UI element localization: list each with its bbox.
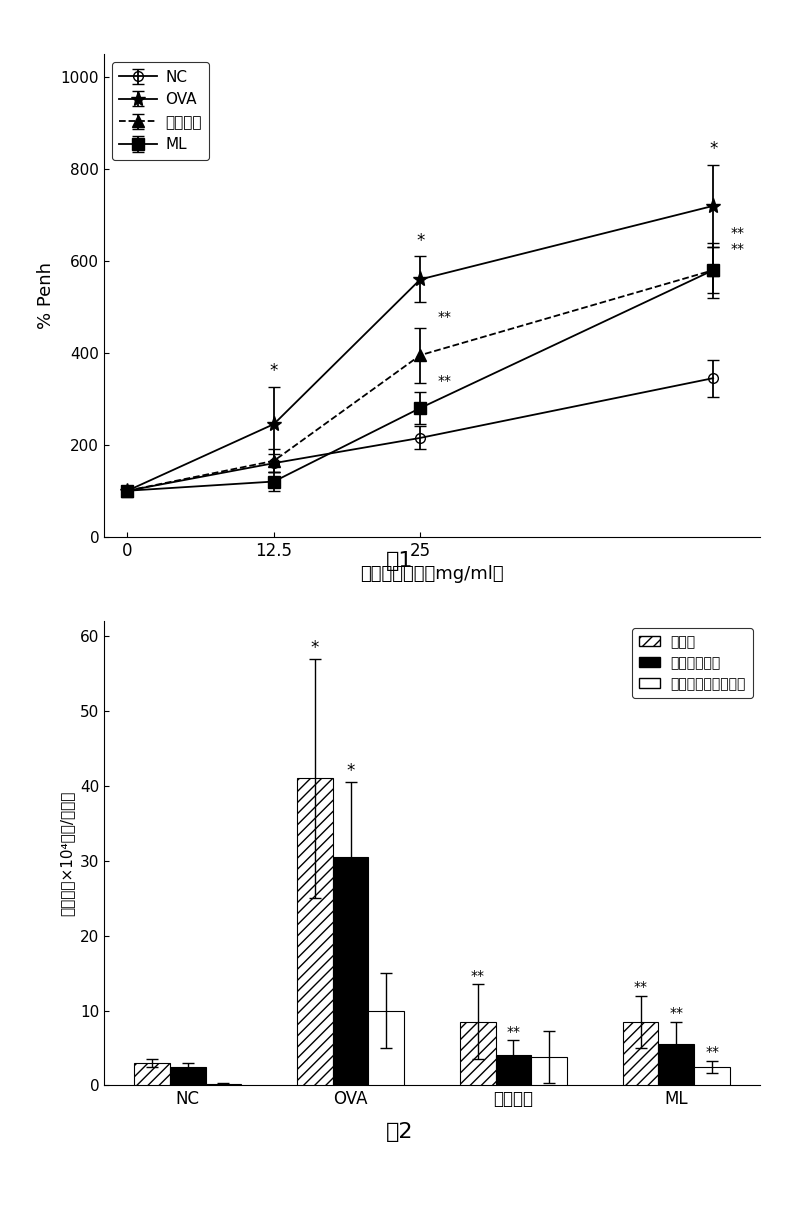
Bar — [460, 1021, 495, 1085]
Text: **: ** — [670, 1006, 683, 1020]
Bar — [694, 1066, 730, 1085]
Bar — [333, 857, 369, 1085]
Bar — [134, 1062, 170, 1085]
Bar — [531, 1056, 567, 1085]
Text: **: ** — [706, 1046, 719, 1059]
Text: *: * — [346, 762, 354, 780]
Text: *: * — [416, 232, 425, 250]
Bar — [170, 1066, 206, 1085]
Text: **: ** — [730, 227, 745, 240]
Text: *: * — [310, 638, 319, 656]
Text: **: ** — [506, 1025, 521, 1040]
Legend: NC, OVA, 毛蕊花甙, ML: NC, OVA, 毛蕊花甙, ML — [112, 62, 210, 160]
Text: *: * — [709, 140, 718, 158]
X-axis label: 乙酰甲基胆碱（mg/ml）: 乙酰甲基胆碱（mg/ml） — [360, 566, 504, 582]
Text: *: * — [270, 363, 278, 380]
Text: 图2: 图2 — [386, 1122, 414, 1142]
Legend: 总细胞, 嗜酸性粒细胞, 巨噬细胞和淋巴细胞: 总细胞, 嗜酸性粒细胞, 巨噬细胞和淋巴细胞 — [632, 628, 753, 698]
Bar — [658, 1044, 694, 1085]
Y-axis label: 细胞数（×10⁴细胞/小鼠）: 细胞数（×10⁴细胞/小鼠） — [59, 791, 74, 915]
Text: **: ** — [634, 980, 647, 994]
Text: **: ** — [438, 310, 452, 324]
Y-axis label: % Penh: % Penh — [37, 262, 55, 329]
Bar — [622, 1021, 658, 1085]
Bar — [495, 1055, 531, 1085]
Text: **: ** — [730, 242, 745, 257]
Text: **: ** — [438, 374, 452, 388]
Bar — [369, 1011, 404, 1085]
Bar — [206, 1084, 242, 1085]
Text: 图1: 图1 — [386, 551, 414, 572]
Text: **: ** — [470, 968, 485, 983]
Bar — [297, 778, 333, 1085]
